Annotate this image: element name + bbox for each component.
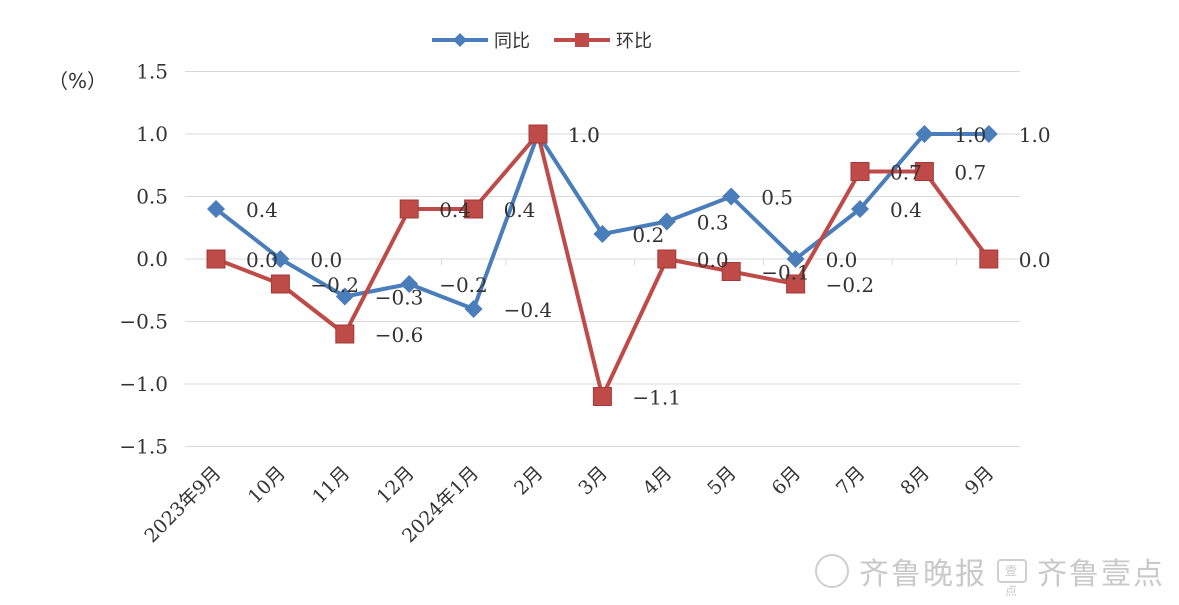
data-label: 0.7 [890,161,922,185]
watermark-badge-icon: 壹点 [997,559,1027,598]
data-label: 0.0 [310,248,342,272]
watermark: 齐鲁晚报 壹点 齐鲁壹点 [815,549,1165,598]
point-marker [399,199,419,219]
y-tick-label: 1.5 [136,60,168,84]
point-marker [464,199,484,219]
point-marker [850,162,870,181]
point-marker [400,275,419,293]
point-marker [657,249,677,269]
data-label: 0.5 [761,186,793,210]
data-label: −0.3 [375,286,424,310]
point-marker [270,274,290,294]
data-label: 1.0 [568,123,600,147]
legend-marker [575,33,589,47]
y-tick-label: −0.5 [119,310,168,334]
data-label: 1.0 [1019,123,1051,147]
data-label: −0.6 [375,323,424,347]
watermark-text-2: 齐鲁壹点 [1037,557,1165,592]
point-marker [979,249,999,269]
data-label: −0.2 [310,273,359,297]
point-marker [979,125,998,143]
point-marker [206,249,226,269]
unit-label: （%） [48,69,107,93]
x-tick-label: 12月 [373,462,419,508]
data-label: 0.4 [504,198,536,222]
x-tick-label: 10月 [244,462,290,508]
data-labels: 0.4 0.0 −0.3 −0.2 −0.4 1.0 0.2 0.3 0.5 0.0 0.4 1.0 1… [246,123,1051,410]
data-label: 1.0 [568,123,600,147]
data-label: 0.0 [697,248,729,272]
point-marker [786,274,806,294]
point-marker [464,300,483,318]
y-tick-label: −1.0 [119,372,168,396]
data-label: 0.0 [246,248,278,272]
x-tick-label: 3月 [574,462,612,500]
point-marker [915,125,934,143]
series-lines [206,124,999,406]
point-marker [207,200,225,218]
point-marker [593,225,612,243]
point-marker [335,324,355,344]
point-marker [722,187,741,206]
x-tick-label: 2023年9月 [140,462,225,547]
x-tick-label: 7月 [832,462,870,500]
data-label: 0.3 [697,211,729,235]
point-marker [335,287,354,306]
data-label: 0.4 [439,198,471,222]
point-marker [851,200,869,218]
legend-marker [453,33,467,47]
legend: 同比 环比 [432,31,652,52]
x-tick-label: 2月 [510,462,548,500]
x-tick-label: 6月 [768,462,806,500]
point-marker [721,262,741,281]
data-label: −1.1 [632,386,681,410]
legend-label: 同比 [494,31,530,52]
y-tick-label: 0.5 [136,185,168,209]
point-marker [592,387,612,406]
x-tick-label: 8月 [896,462,934,500]
y-tick-label: −1.5 [119,435,168,459]
data-label: −0.2 [439,273,488,297]
data-label: 0.4 [890,198,922,222]
watermark-text-1: 齐鲁晚报 [859,557,987,592]
data-label: 0.0 [826,248,858,272]
data-label: 0.2 [632,223,664,247]
data-label: −0.4 [504,298,553,322]
circle-logo-icon [815,554,849,588]
data-label: −0.1 [761,261,810,285]
y-axis: 1.5 1.0 0.5 0.0 −0.5 −1.0 −1.5 [119,60,168,459]
data-label: 0.7 [954,161,986,185]
point-marker [528,124,548,144]
y-tick-label: 1.0 [136,122,168,146]
x-tick-label: 4月 [639,462,677,500]
point-marker [657,212,676,231]
data-label: 0.0 [1019,248,1051,272]
point-marker [786,250,805,268]
gridlines [185,71,1020,447]
x-tick-label: 11月 [308,462,354,508]
point-marker [271,250,290,268]
x-tick-label: 5月 [703,462,741,500]
point-marker [914,162,934,181]
legend-label: 环比 [616,31,652,52]
x-tick-label: 9月 [961,462,999,500]
y-tick-label: 0.0 [136,247,168,271]
data-label: 1.0 [954,123,986,147]
data-label: −0.2 [826,273,875,297]
data-label: 0.4 [246,198,278,222]
